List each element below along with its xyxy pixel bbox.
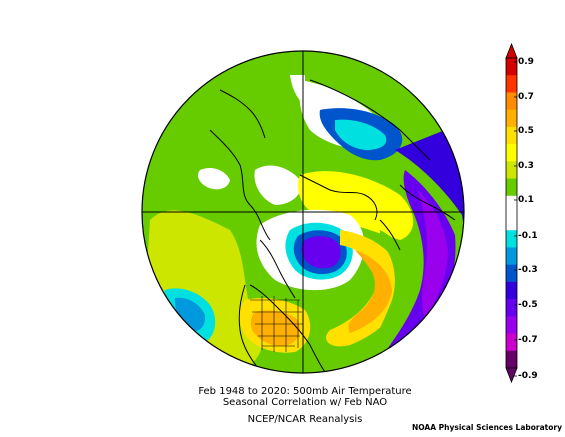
colorbar-swatch <box>506 109 517 128</box>
caption-line2: Seasonal Correlation w/ Feb NAO <box>222 397 388 408</box>
state-lines-v <box>261 296 299 352</box>
colorbar-frame <box>505 57 518 369</box>
colorbar-label: -0.1 <box>518 231 538 241</box>
colorbar-swatch <box>506 213 517 231</box>
colorbar-label: 0.7 <box>518 92 534 102</box>
field-white-west <box>197 168 230 190</box>
colorbar-arrow-top <box>505 42 518 59</box>
field-white-arctic <box>254 165 301 205</box>
caption-line3: NCEP/NCAR Reanalysis <box>247 414 363 425</box>
colorbar-swatch <box>506 281 517 300</box>
colorbar-swatch <box>506 299 517 317</box>
coast-asia-east <box>219 89 266 139</box>
map-disc-outline <box>141 50 465 374</box>
field-purple-center <box>301 236 341 269</box>
state-lines-h <box>250 299 303 347</box>
colorbar-swatch <box>506 161 517 180</box>
field-green-band <box>374 230 415 350</box>
colorbar-swatch <box>506 333 517 352</box>
colorbar-swatch <box>506 178 517 197</box>
field-orange-us <box>251 310 300 347</box>
colorbar-swatch <box>506 247 517 266</box>
coast-hudson <box>259 239 296 299</box>
field-orange-arc <box>348 250 392 333</box>
colorbar-swatch <box>506 58 517 76</box>
colorbar-label: 0.9 <box>518 57 534 67</box>
colorbar-swatch <box>506 195 517 214</box>
colorbar-swatch <box>506 350 517 369</box>
field-white-top <box>290 75 305 105</box>
colorbar-label: 0.3 <box>518 161 534 171</box>
colorbar-label: -0.5 <box>518 300 538 310</box>
state-borders <box>250 296 303 352</box>
coast-greenland <box>299 174 378 221</box>
colorbar-swatch <box>506 316 517 335</box>
coast-us-west <box>238 284 259 369</box>
credit-text: NOAA Physical Sciences Laboratory <box>411 423 562 432</box>
caption-line1: Feb 1948 to 2020: 500mb Air Temperature <box>198 386 412 397</box>
colorbar-arrow-bottom <box>505 367 518 384</box>
coast-siberia <box>309 79 431 161</box>
colorbar-swatch <box>506 230 517 248</box>
colorbar <box>505 42 518 384</box>
coastlines <box>209 79 456 373</box>
coast-us-east <box>249 284 326 373</box>
colorbar-swatch <box>506 75 517 93</box>
coast-alaska <box>209 129 271 241</box>
colorbar-swatch <box>506 92 517 111</box>
coast-iceland <box>379 219 401 251</box>
field-magenta-east <box>418 190 448 318</box>
coast-europe <box>399 184 456 221</box>
colorbar-label: -0.3 <box>518 265 538 275</box>
colorbar-swatch <box>506 264 517 283</box>
field-violet-east <box>370 120 464 373</box>
colorbar-label: 0.1 <box>518 195 534 205</box>
colorbar-label: 0.5 <box>518 126 534 136</box>
field-cyan-north <box>335 119 387 150</box>
colorbar-label: -0.7 <box>518 335 538 345</box>
colorbar-swatch <box>506 144 517 162</box>
correlation-field <box>142 51 464 373</box>
colorbar-swatch <box>506 126 517 145</box>
colorbar-label: -0.9 <box>518 371 538 381</box>
